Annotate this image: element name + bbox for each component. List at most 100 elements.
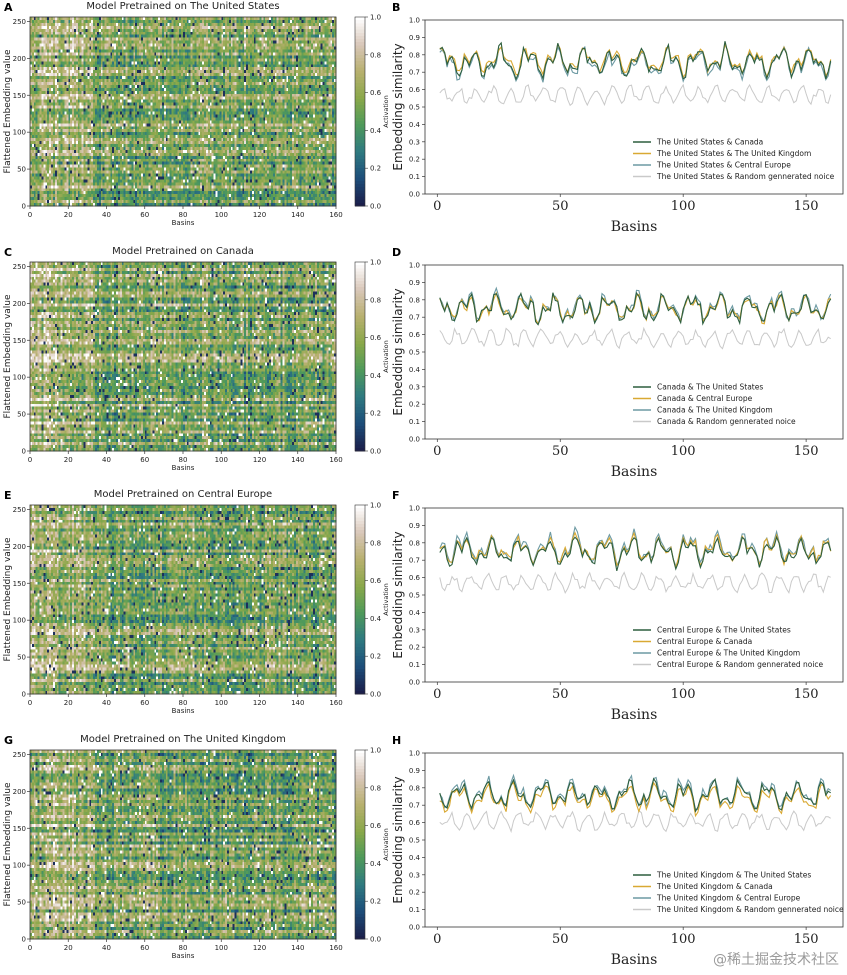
heatmap-cell (114, 96, 117, 100)
heatmap-cell (58, 143, 61, 148)
heatmap-cell (49, 102, 52, 106)
heatmap-cell (116, 52, 119, 56)
heatmap-cell (175, 143, 178, 148)
heatmap-cell (161, 105, 165, 109)
heatmap-cell (106, 191, 109, 195)
heatmap-cell (152, 17, 155, 21)
heatmap-cell (123, 55, 126, 59)
heatmap-cell (95, 55, 98, 59)
heatmap-cell (133, 155, 136, 160)
heatmap-cell (117, 167, 121, 171)
heatmap-cell (75, 81, 79, 86)
heatmap-cell (150, 179, 153, 183)
heatmap-cell (85, 126, 88, 130)
heatmap-cell (51, 79, 54, 83)
heatmap-cell (127, 194, 130, 198)
heatmap-cell (72, 120, 75, 124)
heatmap-cell (64, 203, 67, 207)
heatmap-cell (54, 17, 58, 21)
heatmap-cell (169, 28, 172, 33)
heatmap-cell (131, 55, 134, 59)
heatmap-cell (98, 96, 102, 100)
heatmap-cell (114, 17, 117, 21)
heatmap-cell (68, 40, 71, 44)
heatmap-cell (30, 46, 33, 50)
heatmap-cell (47, 79, 50, 83)
heatmap-cell (177, 58, 180, 62)
heatmap-cell (137, 191, 140, 195)
heatmap-cell (56, 19, 59, 24)
heatmap-cell (102, 185, 105, 189)
heatmap-cell (30, 37, 33, 41)
heatmap-cell (54, 120, 58, 124)
heatmap-cell (62, 46, 65, 50)
heatmap-cell (146, 79, 149, 83)
heatmap-cell (75, 170, 79, 174)
heatmap-cell (129, 167, 132, 171)
heatmap-cell (148, 143, 151, 148)
heatmap-cell (139, 105, 142, 109)
heatmap-cell (58, 46, 61, 50)
heatmap-cell (158, 132, 161, 136)
heatmap-cell (41, 188, 44, 192)
heatmap-cell (148, 102, 151, 106)
heatmap-cell (125, 152, 128, 157)
heatmap-cell (163, 167, 167, 171)
heatmap-cell (140, 73, 144, 77)
heatmap-cell (100, 117, 103, 121)
heatmap-cell (119, 73, 123, 77)
heatmap-cell (91, 155, 94, 160)
heatmap-cell (54, 61, 58, 65)
heatmap-cell (161, 132, 165, 136)
heatmap-cell (106, 99, 109, 103)
heatmap-cell (33, 191, 37, 195)
heatmap-cell (49, 46, 52, 50)
heatmap-cell (108, 173, 111, 177)
heatmap-cell (64, 25, 67, 30)
heatmap-cell (161, 52, 165, 56)
heatmap-cell (152, 87, 155, 92)
heatmap-cell (41, 40, 44, 44)
heatmap-cell (73, 99, 77, 103)
heatmap-cell (73, 17, 77, 21)
heatmap-cell (175, 19, 178, 24)
heatmap-cell (150, 158, 153, 162)
heatmap-cell (41, 58, 44, 62)
heatmap-cell (121, 111, 125, 115)
heatmap-cell (31, 99, 35, 103)
heatmap-cell (64, 70, 67, 74)
heatmap-cell (33, 99, 37, 103)
heatmap-cell (167, 188, 170, 192)
heatmap-cell (117, 61, 121, 65)
heatmap-cell (137, 84, 140, 89)
heatmap-cell (49, 31, 52, 36)
heatmap-cell (135, 34, 138, 38)
heatmap-cell (152, 73, 155, 77)
heatmap-cell (51, 126, 54, 130)
heatmap-cell (31, 102, 35, 106)
heatmap-cell (41, 123, 44, 127)
heatmap-cell (123, 117, 126, 121)
heatmap-cell (114, 19, 117, 24)
heatmap-cell (117, 143, 121, 148)
heatmap-cell (129, 58, 132, 62)
heatmap-cell (72, 22, 75, 27)
heatmap-cell (52, 158, 56, 162)
heatmap-cell (54, 135, 58, 139)
heatmap-cell (79, 152, 82, 157)
heatmap-cell (156, 182, 159, 186)
heatmap-cell (146, 40, 149, 44)
heatmap-cell (100, 28, 103, 33)
heatmap-cell (112, 52, 115, 56)
heatmap-cell (117, 173, 121, 177)
heatmap-cell (167, 138, 170, 142)
heatmap-cell (152, 141, 155, 145)
heatmap-cell (133, 141, 136, 145)
heatmap-cell (96, 111, 100, 115)
heatmap-cell (140, 158, 144, 162)
heatmap-cell (98, 46, 102, 50)
heatmap-cell (96, 176, 100, 180)
heatmap-cell (54, 22, 58, 27)
heatmap-cell (77, 203, 81, 207)
heatmap-cell (83, 120, 86, 124)
